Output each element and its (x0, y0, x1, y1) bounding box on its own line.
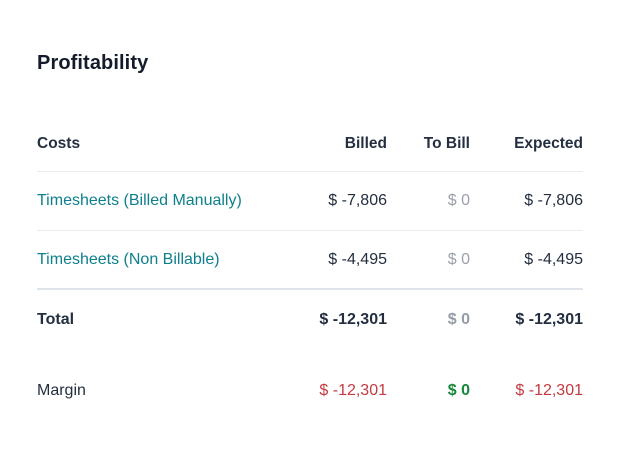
page-title: Profitability (37, 52, 149, 74)
billed-value: $ -4,495 (328, 250, 387, 268)
table-header-row: Costs Billed To Bill Expected (37, 116, 583, 172)
column-header-costs: Costs (37, 134, 81, 152)
total-expected-value: $ -12,301 (515, 310, 583, 328)
expected-value: $ -7,806 (524, 192, 583, 209)
margin-expected-value: $ -12,301 (515, 382, 583, 399)
margin-billed-value: $ -12,301 (319, 382, 387, 399)
total-row: Total $ -12,301 $ 0 $ -12,301 (37, 290, 583, 349)
expected-value: $ -4,495 (524, 250, 583, 268)
total-to-bill-value: $ 0 (447, 310, 470, 328)
billed-value: $ -7,806 (328, 192, 387, 209)
to-bill-value: $ 0 (447, 192, 470, 209)
to-bill-value: $ 0 (447, 250, 470, 268)
column-header-billed: Billed (344, 134, 387, 152)
profitability-panel: Profitability Costs Billed To Bill Expec… (0, 50, 630, 420)
margin-label: Margin (37, 382, 86, 399)
margin-to-bill-value: $ 0 (447, 382, 470, 399)
table-row: Timesheets (Non Billable) $ -4,495 $ 0 $… (37, 231, 583, 290)
total-billed-value: $ -12,301 (319, 310, 387, 328)
margin-row: Margin $ -12,301 $ 0 $ -12,301 (37, 362, 583, 420)
timesheets-non-billable-link[interactable]: Timesheets (Non Billable) (37, 250, 220, 268)
table-row: Timesheets (Billed Manually) $ -7,806 $ … (37, 172, 583, 231)
total-label: Total (37, 310, 75, 328)
column-header-expected: Expected (514, 134, 583, 152)
timesheets-billed-manually-link[interactable]: Timesheets (Billed Manually) (37, 192, 242, 209)
column-header-to-bill: To Bill (423, 134, 470, 152)
costs-table: Costs Billed To Bill Expected Timesheets… (37, 116, 583, 420)
